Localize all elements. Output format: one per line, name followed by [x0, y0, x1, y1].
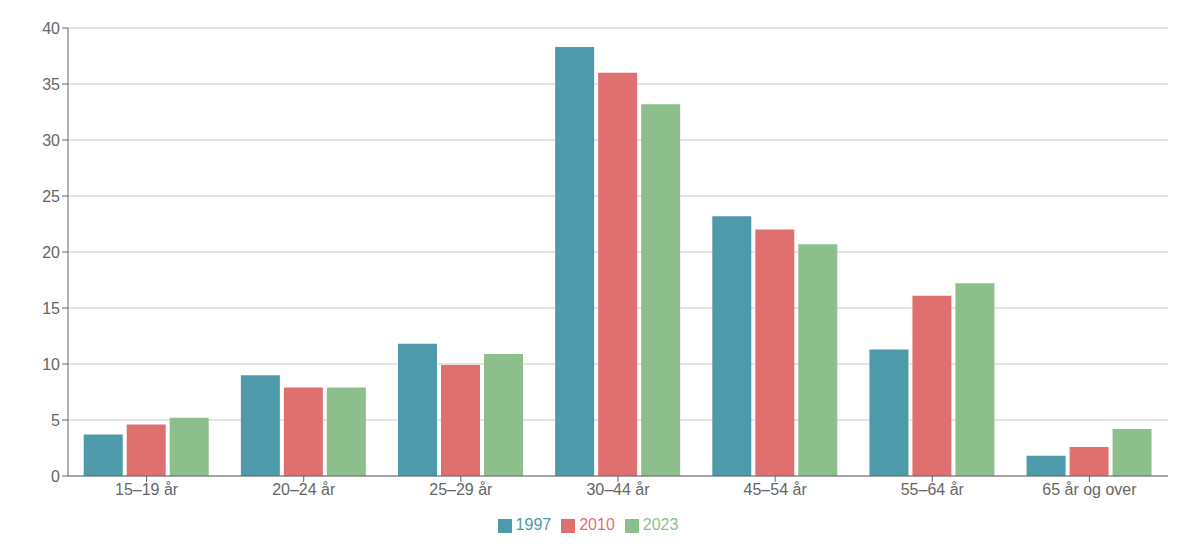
svg-text:30: 30 — [42, 132, 60, 149]
svg-text:10: 10 — [42, 356, 60, 373]
html-text:1997: 1997 — [515, 516, 552, 533]
svg-text:65 år og over: 65 år og over — [1042, 481, 1137, 498]
svg-text:25–29 år: 25–29 år — [429, 481, 493, 498]
svg-text:15–19 år: 15–19 år — [115, 481, 179, 498]
svg-text:20: 20 — [42, 244, 60, 261]
svg-text:15: 15 — [42, 300, 60, 317]
html-text:2023: 2023 — [642, 516, 679, 533]
svg-text:25: 25 — [42, 188, 60, 205]
svg-text:35: 35 — [42, 76, 60, 93]
html-text:2010: 2010 — [579, 516, 615, 533]
svg-text:30–44 år: 30–44 år — [586, 481, 650, 498]
svg-text:20–24 år: 20–24 år — [272, 481, 336, 498]
svg-text:55–64 år: 55–64 år — [901, 481, 965, 498]
svg-text:0: 0 — [51, 468, 60, 485]
svg-text:45–54 år: 45–54 år — [744, 481, 808, 498]
svg-text:5: 5 — [51, 412, 60, 429]
svg-text:40: 40 — [42, 20, 60, 37]
